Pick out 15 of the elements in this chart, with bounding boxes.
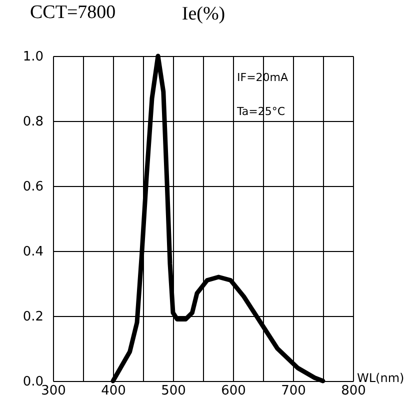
y-tick-label: 0.2 [22, 310, 44, 324]
x-tick-label: 700 [281, 384, 306, 398]
y-tick-label: 0.4 [22, 244, 44, 260]
x-tick-label: 400 [101, 384, 126, 398]
x-tick-label: 500 [161, 384, 186, 398]
chart-title: CCT=7800 [30, 2, 116, 23]
x-axis-title: WL(nm) [357, 371, 404, 385]
y-tick-label: 1.0 [22, 50, 44, 64]
y-axis-title: Ie(%) [182, 4, 226, 24]
y-tick-label: 0.6 [22, 180, 44, 194]
y-tick-label: 0.8 [22, 114, 44, 130]
x-tick-label: 300 [41, 384, 66, 398]
x-tick-label: 800 [341, 384, 366, 398]
x-tick-label: 600 [221, 384, 246, 398]
y-tick-label: 0.0 [22, 374, 44, 390]
